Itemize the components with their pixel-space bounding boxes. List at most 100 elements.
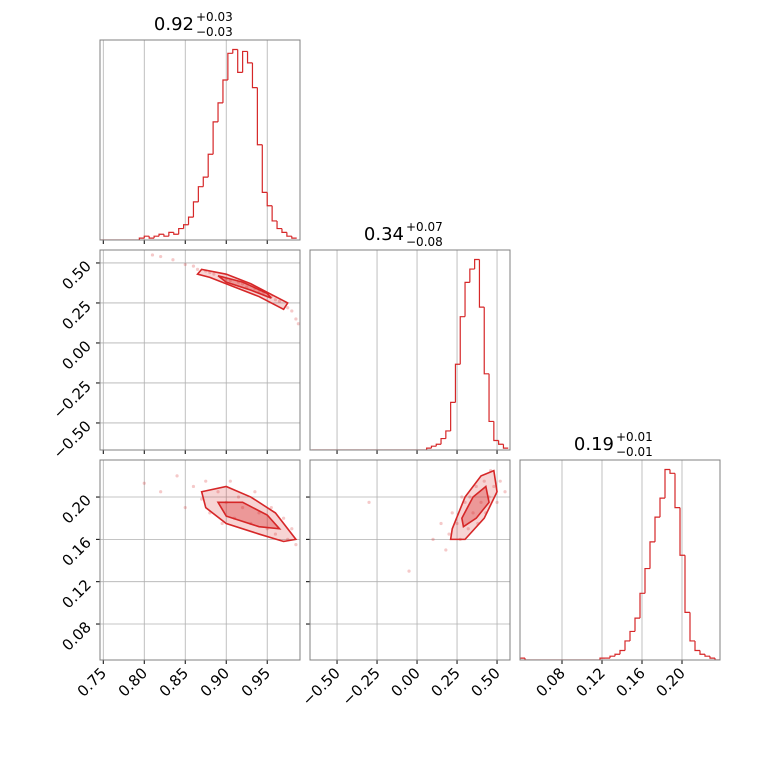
histogram-step bbox=[153, 235, 160, 239]
sample-point bbox=[269, 506, 273, 510]
histogram-step bbox=[266, 192, 273, 207]
histogram-step bbox=[212, 121, 219, 155]
histogram-step bbox=[644, 567, 650, 594]
histogram-step bbox=[649, 541, 655, 569]
y-tick-label: 0.12 bbox=[58, 576, 94, 612]
sample-point bbox=[367, 500, 371, 504]
histogram-step bbox=[261, 144, 268, 193]
x-tick-label: 0.00 bbox=[388, 664, 424, 700]
sample-point bbox=[228, 479, 232, 483]
sample-point bbox=[220, 521, 224, 526]
sample-point bbox=[482, 479, 486, 483]
x-tick-label: 0.80 bbox=[115, 664, 151, 700]
panel bbox=[520, 460, 720, 660]
y-tick-label: 0.00 bbox=[58, 337, 94, 373]
histogram-step bbox=[237, 49, 243, 73]
histogram-step bbox=[143, 235, 150, 239]
histogram-step bbox=[524, 658, 530, 660]
sample-point bbox=[495, 500, 499, 504]
histogram-step bbox=[704, 654, 710, 657]
histogram-step bbox=[498, 440, 504, 445]
panel-title: 0.92 bbox=[154, 14, 194, 35]
sample-point bbox=[492, 484, 496, 489]
histogram-step bbox=[619, 649, 625, 655]
y-tick-label: −0.25 bbox=[50, 377, 95, 422]
histogram-step bbox=[271, 205, 278, 222]
x-tick-label: 0.95 bbox=[238, 664, 274, 700]
sample-point bbox=[450, 511, 454, 515]
histogram-step bbox=[488, 373, 494, 423]
panel-frame bbox=[99, 39, 301, 241]
sample-point bbox=[212, 272, 216, 276]
histogram-step bbox=[674, 473, 680, 509]
histogram-step bbox=[694, 640, 700, 652]
histogram-step bbox=[163, 234, 169, 237]
histogram-step bbox=[178, 227, 184, 235]
panel-frame bbox=[99, 249, 301, 451]
sample-point bbox=[474, 484, 478, 489]
histogram-step bbox=[639, 592, 645, 619]
title-plus: +0.01 bbox=[616, 430, 653, 444]
y-tick-label: 0.16 bbox=[58, 533, 94, 569]
sample-point bbox=[273, 532, 278, 536]
sample-point bbox=[290, 309, 294, 313]
x-tick-label: 0.75 bbox=[74, 664, 110, 700]
x-tick-label: 0.12 bbox=[572, 664, 608, 700]
sample-point bbox=[253, 490, 257, 494]
panel-frame bbox=[309, 249, 511, 451]
sample-point bbox=[444, 548, 448, 552]
histogram-step bbox=[207, 153, 214, 178]
x-tick-label: −0.50 bbox=[299, 664, 344, 709]
histogram-step bbox=[634, 617, 640, 632]
histogram-step bbox=[276, 220, 282, 230]
sample-point bbox=[498, 479, 502, 483]
sample-point bbox=[150, 253, 155, 257]
histogram-step bbox=[679, 507, 685, 556]
panel-title: 0.34 bbox=[364, 224, 404, 245]
sample-point bbox=[175, 474, 179, 478]
title-minus: −0.03 bbox=[196, 25, 233, 39]
x-tick-label: 0.16 bbox=[612, 664, 648, 700]
histogram-step bbox=[459, 316, 466, 365]
histogram-step bbox=[709, 656, 715, 659]
histogram-step bbox=[493, 421, 499, 442]
sample-point bbox=[236, 495, 241, 499]
histogram-step bbox=[664, 468, 670, 499]
histogram-step bbox=[435, 443, 442, 447]
histogram-step bbox=[684, 555, 690, 613]
histogram-step bbox=[256, 87, 263, 146]
histogram-step bbox=[192, 201, 199, 218]
histogram-step bbox=[217, 102, 223, 122]
sample-point bbox=[455, 521, 459, 526]
histogram-step bbox=[251, 62, 258, 89]
histogram-step bbox=[227, 52, 233, 80]
sample-point bbox=[204, 479, 208, 483]
panel bbox=[100, 40, 297, 240]
histogram-step bbox=[430, 445, 437, 449]
panel-title: 0.19 bbox=[574, 434, 614, 455]
contour bbox=[196, 268, 289, 311]
histogram-step bbox=[291, 236, 297, 239]
x-tick-label: 0.90 bbox=[197, 664, 233, 700]
x-tick-label: 0.20 bbox=[652, 664, 688, 700]
histogram-step bbox=[714, 658, 720, 660]
histogram-step bbox=[474, 258, 480, 270]
histogram-step bbox=[232, 48, 238, 54]
y-tick-label: 0.08 bbox=[58, 618, 94, 654]
contour bbox=[461, 484, 490, 528]
histogram-step bbox=[286, 232, 292, 237]
histogram-step bbox=[669, 469, 675, 474]
histogram-step bbox=[478, 259, 485, 308]
sample-point bbox=[159, 490, 163, 494]
sample-point bbox=[439, 521, 443, 526]
sample-point bbox=[407, 569, 411, 573]
histogram-step bbox=[689, 612, 695, 642]
sample-point bbox=[241, 506, 245, 510]
y-tick-label: −0.50 bbox=[50, 417, 95, 462]
sample-point bbox=[159, 254, 163, 259]
histogram-step bbox=[520, 657, 525, 660]
sample-point bbox=[294, 543, 298, 547]
histogram-step bbox=[173, 232, 179, 235]
histogram-step bbox=[183, 224, 189, 229]
